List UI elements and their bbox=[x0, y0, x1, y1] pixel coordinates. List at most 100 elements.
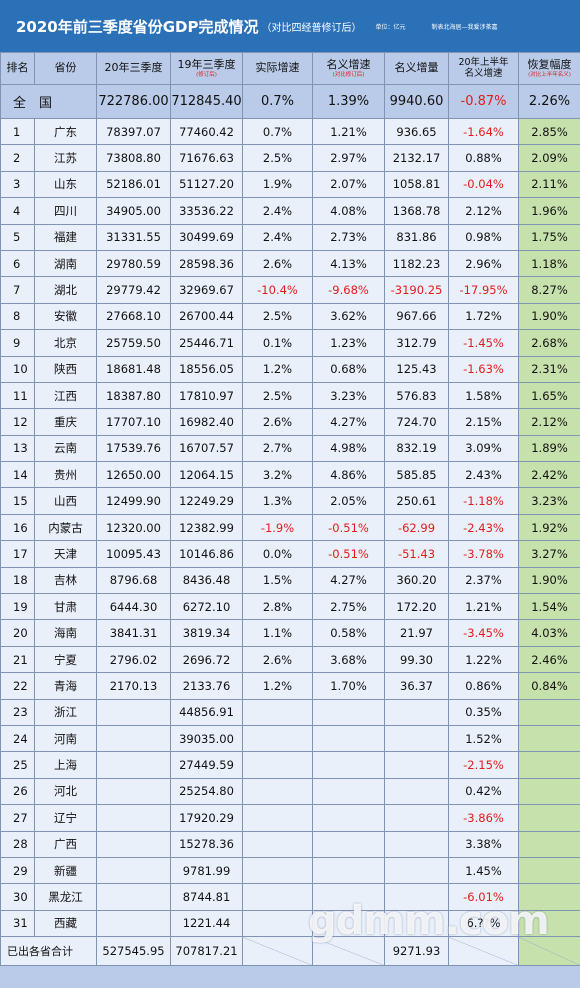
table-row: 7 湖北 29779.42 32969.67 -10.4% -9.68% -3190.25-… bbox=[0, 276, 580, 304]
table-row: 11 江西 18387.80 17810.97 2.5% 3.23% 576.83 1.58%… bbox=[0, 381, 580, 410]
cell-q3-2019: 12064.15 bbox=[170, 461, 243, 489]
cell-nominal-growth: 3.68% bbox=[312, 645, 385, 674]
sum-label: 已出各省合计 bbox=[0, 936, 97, 967]
cell-q3-2019: 77460.42 bbox=[170, 117, 243, 146]
cell-nominal-increment: 1058.81 bbox=[384, 170, 449, 199]
cell-q3-2020 bbox=[96, 804, 171, 832]
cell-real-growth: 2.5% bbox=[242, 302, 313, 331]
cell-province: 河南 bbox=[34, 724, 97, 753]
cell-recovery: 1.96% bbox=[518, 197, 580, 225]
cell-province: 浙江 bbox=[34, 698, 97, 726]
cell-province: 上海 bbox=[34, 751, 97, 779]
cell-q3-2020: 12320.00 bbox=[96, 513, 171, 542]
header-q3-2019-note: (修订后) bbox=[196, 71, 217, 78]
cell-q3-2020: 78397.07 bbox=[96, 117, 171, 146]
header-nominal-growth-note: (对比修订后) bbox=[332, 71, 365, 78]
cell-q3-2020 bbox=[96, 909, 171, 938]
cell-real-growth bbox=[242, 724, 313, 753]
cell-province: 青海 bbox=[34, 672, 97, 700]
cell-nominal-growth: -0.51% bbox=[312, 513, 385, 542]
cell-real-growth: 1.9% bbox=[242, 170, 313, 199]
cell-q3-2020: 12499.90 bbox=[96, 487, 171, 515]
cell-rank: 15 bbox=[0, 487, 35, 515]
cell-province: 陕西 bbox=[34, 355, 97, 383]
cell-recovery: 2.11% bbox=[518, 170, 580, 199]
cell-q3-2019: 10146.86 bbox=[170, 540, 243, 568]
cell-h1-nominal: -2.43% bbox=[448, 513, 519, 542]
watermark: gdmm.com bbox=[308, 898, 550, 944]
cell-nominal-increment bbox=[384, 804, 449, 832]
cell-province: 湖北 bbox=[34, 276, 97, 304]
unit-label: 单位：亿元 bbox=[375, 23, 406, 31]
cell-q3-2019: 17920.29 bbox=[170, 804, 243, 832]
cell-q3-2020: 73808.80 bbox=[96, 144, 171, 172]
credit-label: 制表北海居—我爱涉茶嘉 bbox=[431, 23, 498, 31]
cell-h1-nominal: 3.38% bbox=[448, 830, 519, 858]
gdp-table: 排名 省份 20年三季度 19年三季度 (修订后) 实际增速 名义增速 (对比修订后… bbox=[0, 52, 580, 967]
table-row: 22 青海 2170.13 2133.76 1.2% 1.70% 36.37 0.86% 0.8… bbox=[0, 672, 580, 700]
cell-h1-nominal: -2.15% bbox=[448, 751, 519, 779]
cell-rank: 14 bbox=[0, 461, 35, 489]
cell-q3-2019: 3819.34 bbox=[170, 619, 243, 647]
cell-h1-nominal: 2.37% bbox=[448, 566, 519, 595]
cell-nominal-growth: 0.58% bbox=[312, 619, 385, 647]
cell-rank: 18 bbox=[0, 566, 35, 595]
cell-q3-2020: 29779.42 bbox=[96, 276, 171, 304]
cell-nominal-growth bbox=[312, 856, 385, 885]
sum-nominal-growth bbox=[312, 936, 385, 967]
total-nominal-increment: 9940.60 bbox=[384, 84, 449, 119]
cell-q3-2020: 2170.13 bbox=[96, 672, 171, 700]
cell-q3-2020: 25759.50 bbox=[96, 329, 171, 357]
cell-nominal-growth: 3.23% bbox=[312, 381, 385, 410]
cell-q3-2020: 2796.02 bbox=[96, 645, 171, 674]
cell-h1-nominal: 0.42% bbox=[448, 777, 519, 806]
cell-q3-2019: 71676.63 bbox=[170, 144, 243, 172]
cell-h1-nominal: 0.35% bbox=[448, 698, 519, 726]
cell-recovery bbox=[518, 751, 580, 779]
header-nominal-growth: 名义增速 (对比修订后) bbox=[312, 52, 385, 85]
cell-q3-2019: 16707.57 bbox=[170, 434, 243, 463]
cell-q3-2019: 27449.59 bbox=[170, 751, 243, 779]
cell-real-growth: 2.7% bbox=[242, 434, 313, 463]
cell-nominal-growth: 2.97% bbox=[312, 144, 385, 172]
cell-q3-2020 bbox=[96, 751, 171, 779]
cell-nominal-growth: 4.13% bbox=[312, 249, 385, 278]
header-q3-2020: 20年三季度 bbox=[96, 52, 171, 85]
cell-province: 云南 bbox=[34, 434, 97, 463]
cell-real-growth: 2.6% bbox=[242, 408, 313, 436]
cell-nominal-growth: -9.68% bbox=[312, 276, 385, 304]
header-h1-nominal: 20年上半年 名义增速 bbox=[448, 52, 519, 85]
page-title: 2020年前三季度省份GDP完成情况 bbox=[16, 17, 259, 36]
cell-real-growth: 2.5% bbox=[242, 144, 313, 172]
cell-q3-2019: 32969.67 bbox=[170, 276, 243, 304]
total-label: 全 国 bbox=[0, 84, 97, 119]
cell-rank: 3 bbox=[0, 170, 35, 199]
cell-nominal-increment bbox=[384, 724, 449, 753]
cell-recovery: 0.84% bbox=[518, 672, 580, 700]
cell-nominal-growth bbox=[312, 909, 385, 938]
cell-province: 广西 bbox=[34, 830, 97, 858]
table-row: 24 河南 39035.00 1.52% bbox=[0, 724, 580, 753]
cell-real-growth: 0.0% bbox=[242, 540, 313, 568]
cell-province: 内蒙古 bbox=[34, 513, 97, 542]
cell-recovery: 2.85% bbox=[518, 117, 580, 146]
cell-recovery bbox=[518, 830, 580, 858]
cell-rank: 6 bbox=[0, 249, 35, 278]
cell-province: 福建 bbox=[34, 223, 97, 251]
cell-real-growth: 2.5% bbox=[242, 381, 313, 410]
table-row: 25 上海 27449.59 -2.15% bbox=[0, 751, 580, 779]
table-row: 6 湖南 29780.59 28598.36 2.6% 4.13% 1182.23 2.96%… bbox=[0, 249, 580, 278]
cell-nominal-increment: -62.99 bbox=[384, 513, 449, 542]
cell-rank: 24 bbox=[0, 724, 35, 753]
cell-nominal-increment bbox=[384, 830, 449, 858]
cell-nominal-growth: 4.08% bbox=[312, 197, 385, 225]
cell-recovery bbox=[518, 883, 580, 911]
table-row: 8 安徽 27668.10 26700.44 2.5% 3.62% 967.66 1.72% 1… bbox=[0, 302, 580, 331]
cell-h1-nominal: -3.86% bbox=[448, 804, 519, 832]
cell-h1-nominal: 2.43% bbox=[448, 461, 519, 489]
cell-h1-nominal: -17.95% bbox=[448, 276, 519, 304]
cell-rank: 2 bbox=[0, 144, 35, 172]
cell-nominal-increment: -3190.25 bbox=[384, 276, 449, 304]
cell-recovery: 1.90% bbox=[518, 302, 580, 331]
cell-rank: 22 bbox=[0, 672, 35, 700]
